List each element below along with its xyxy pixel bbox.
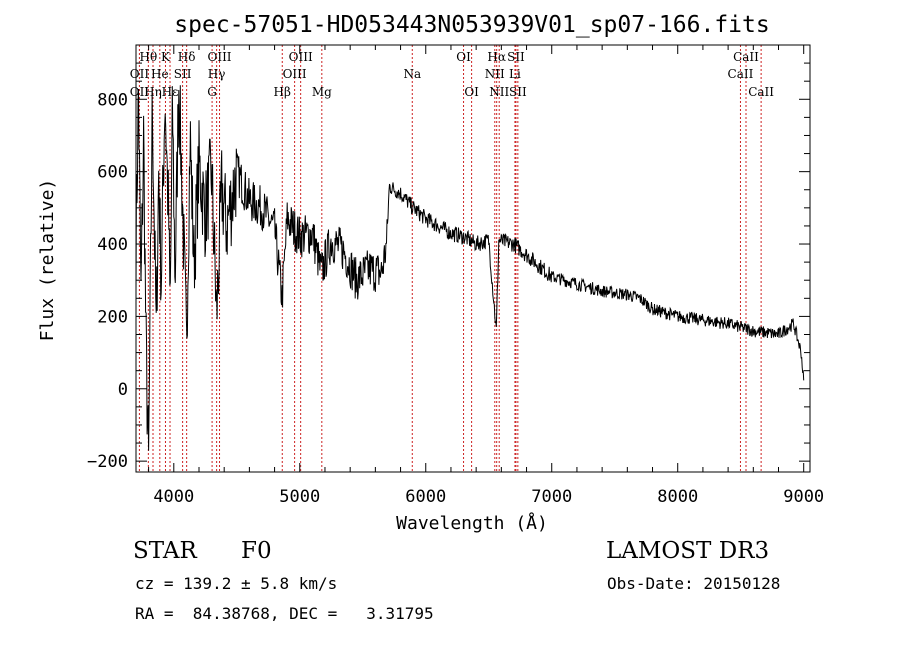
line-label: NII bbox=[489, 85, 509, 99]
x-tick-label: 4000 bbox=[153, 487, 194, 507]
line-label: Na bbox=[403, 67, 421, 81]
line-label: Hδ bbox=[178, 50, 196, 64]
observation-date: Obs-Date: 20150128 bbox=[607, 574, 781, 593]
x-tick-label: 7000 bbox=[531, 487, 572, 507]
x-axis: 4000 5000 6000 7000 8000 9000 bbox=[148, 45, 824, 507]
y-tick-label: −200 bbox=[87, 452, 128, 472]
line-label: Hβ bbox=[274, 85, 291, 99]
line-label: SII bbox=[174, 67, 192, 81]
line-label: CaII bbox=[728, 67, 754, 81]
y-tick-label: 0 bbox=[118, 380, 128, 400]
line-label: SII bbox=[509, 85, 527, 99]
y-tick-label: 600 bbox=[97, 163, 128, 183]
spectrum-line bbox=[135, 85, 805, 451]
y-tick-label: 400 bbox=[97, 235, 128, 255]
line-label: OI bbox=[456, 50, 471, 64]
x-axis-label: Wavelength (Å) bbox=[396, 512, 548, 534]
line-label: SII bbox=[507, 50, 525, 64]
y-axis: −200 0 200 400 600 800 bbox=[87, 44, 810, 472]
y-tick-label: 800 bbox=[97, 90, 128, 110]
survey-name: LAMOST DR3 bbox=[606, 538, 770, 564]
plot-frame bbox=[135, 44, 811, 473]
line-label: Hθ bbox=[139, 50, 157, 64]
x-tick-label: 6000 bbox=[405, 487, 446, 507]
chart-title: spec-57051-HD053443N053939V01_sp07-166.f… bbox=[174, 12, 769, 38]
line-label: OII bbox=[130, 85, 150, 99]
y-axis-label: Flux (relative) bbox=[37, 179, 58, 342]
line-label: K bbox=[161, 50, 171, 64]
line-label: OI bbox=[464, 85, 479, 99]
line-label: OIII bbox=[289, 50, 313, 64]
line-label: NII bbox=[485, 67, 505, 81]
x-tick-label: 5000 bbox=[279, 487, 320, 507]
line-label: OII bbox=[130, 67, 150, 81]
line-label: Li bbox=[509, 67, 521, 81]
line-label: Hγ bbox=[208, 67, 226, 81]
object-class: STAR bbox=[133, 538, 197, 564]
y-tick-label: 200 bbox=[97, 307, 128, 327]
line-label: Hε bbox=[162, 85, 179, 99]
line-label: OIII bbox=[283, 67, 307, 81]
line-label: Mg bbox=[312, 85, 332, 99]
line-label: He bbox=[151, 67, 169, 81]
line-label: Hη bbox=[144, 85, 162, 99]
line-label: G bbox=[207, 85, 217, 99]
line-label: Hα bbox=[487, 50, 506, 64]
coordinates: RA = 84.38768, DEC = 3.31795 bbox=[135, 604, 434, 623]
x-tick-label: 9000 bbox=[783, 487, 824, 507]
line-label: OIII bbox=[207, 50, 231, 64]
line-label: CaII bbox=[748, 85, 774, 99]
line-label: CaII bbox=[733, 50, 759, 64]
x-tick-label: 8000 bbox=[657, 487, 698, 507]
object-subclass: F0 bbox=[241, 538, 272, 564]
redshift-value: cz = 139.2 ± 5.8 km/s bbox=[135, 574, 338, 593]
spectral-line-markers bbox=[138, 45, 762, 472]
